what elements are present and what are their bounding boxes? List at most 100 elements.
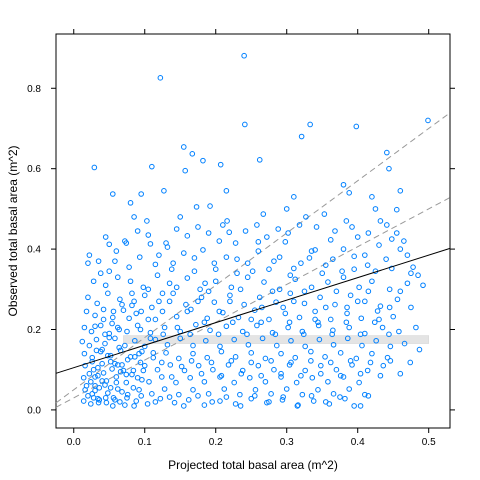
data-point — [79, 338, 86, 345]
data-point — [217, 398, 223, 404]
data-point — [248, 359, 255, 366]
data-point — [182, 167, 188, 174]
data-point — [145, 286, 152, 293]
data-point — [273, 342, 280, 349]
data-point — [225, 362, 232, 368]
data-point — [146, 378, 152, 385]
data-point — [285, 230, 291, 236]
data-point — [159, 290, 166, 297]
data-point — [190, 342, 196, 349]
data-point — [181, 367, 188, 374]
data-point — [124, 328, 130, 335]
data-point — [255, 362, 262, 369]
x-tick-label: 0.5 — [422, 437, 436, 448]
data-point — [308, 284, 315, 291]
data-point — [312, 316, 318, 323]
data-point — [156, 252, 162, 258]
data-point — [223, 323, 230, 330]
data-point — [223, 394, 230, 400]
data-point — [207, 203, 213, 209]
data-point — [228, 358, 235, 364]
data-point — [137, 359, 144, 366]
data-point — [307, 121, 313, 128]
data-point — [390, 313, 397, 320]
data-point — [237, 286, 244, 293]
data-point — [404, 280, 411, 287]
data-point — [90, 395, 97, 401]
data-point — [337, 372, 344, 379]
data-point — [141, 292, 148, 299]
data-point — [205, 391, 212, 397]
data-point — [397, 370, 404, 377]
data-point — [102, 331, 108, 338]
data-point — [330, 256, 336, 262]
data-point — [190, 387, 196, 393]
data-point — [145, 316, 152, 323]
data-point — [93, 336, 100, 343]
data-point — [308, 393, 315, 399]
data-point — [300, 331, 307, 338]
data-point — [91, 164, 98, 171]
data-point — [100, 306, 107, 313]
data-point — [117, 399, 123, 405]
data-point — [83, 382, 90, 389]
data-point — [346, 386, 352, 392]
data-point — [180, 144, 187, 150]
data-point — [308, 358, 314, 364]
data-point — [106, 241, 113, 248]
data-point — [120, 307, 127, 314]
data-point — [119, 389, 125, 395]
data-point — [401, 340, 408, 347]
data-point — [102, 340, 108, 347]
data-point — [279, 397, 286, 403]
data-point — [330, 341, 337, 348]
y-tick-label: 0.2 — [27, 325, 41, 336]
data-point — [132, 354, 138, 360]
data-point — [283, 386, 290, 392]
data-point — [388, 265, 395, 272]
data-point — [185, 397, 192, 403]
data-point — [129, 290, 135, 297]
data-point — [347, 292, 354, 299]
data-point — [145, 232, 152, 238]
data-point — [241, 301, 247, 308]
data-point — [294, 403, 301, 409]
data-point — [248, 316, 255, 323]
data-point — [105, 352, 111, 359]
data-point — [89, 354, 96, 361]
data-point — [226, 229, 233, 236]
data-point — [178, 363, 185, 370]
data-point — [114, 274, 121, 281]
data-point — [209, 399, 215, 405]
data-point — [167, 362, 174, 368]
x-tick-label: 0.1 — [138, 437, 152, 448]
data-point — [393, 230, 400, 236]
data-point — [266, 266, 272, 272]
data-point — [120, 367, 127, 374]
data-point — [318, 362, 324, 369]
data-point — [239, 328, 246, 335]
data-point — [280, 304, 286, 311]
data-point — [325, 378, 331, 385]
data-point — [354, 298, 361, 305]
data-point — [262, 355, 269, 362]
data-point — [404, 252, 411, 258]
data-point — [397, 188, 404, 194]
data-point — [410, 264, 416, 270]
data-point — [136, 254, 143, 260]
data-point — [346, 324, 352, 331]
data-point — [152, 316, 159, 323]
data-point — [242, 228, 249, 234]
data-point — [92, 312, 98, 319]
data-point — [161, 324, 168, 331]
data-point — [256, 294, 263, 301]
data-point — [271, 258, 277, 264]
data-point — [298, 133, 305, 140]
data-point — [353, 123, 360, 130]
data-point — [357, 370, 364, 377]
data-point — [299, 328, 306, 335]
data-point — [92, 374, 98, 380]
data-point — [278, 374, 284, 380]
data-point — [278, 370, 284, 377]
data-point — [337, 394, 343, 400]
